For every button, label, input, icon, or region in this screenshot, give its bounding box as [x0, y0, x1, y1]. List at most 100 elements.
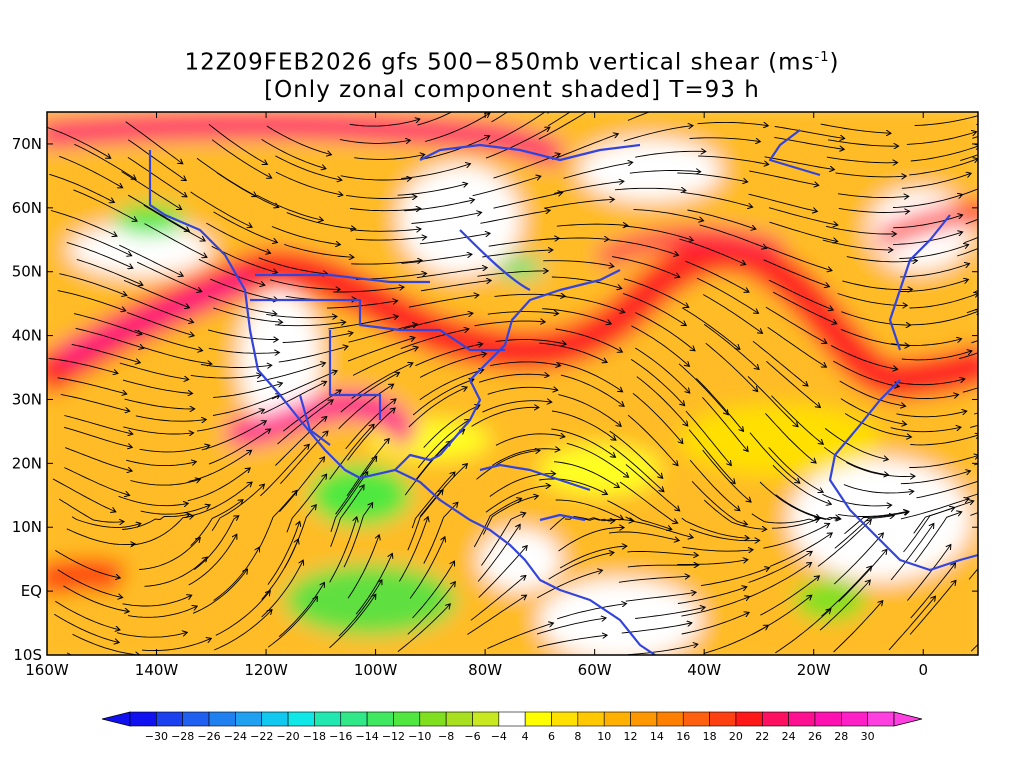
streamline — [962, 387, 978, 393]
streamline — [976, 123, 978, 126]
streamline — [536, 618, 605, 635]
streamline — [556, 224, 627, 226]
streamline — [127, 139, 185, 180]
streamline — [981, 424, 1024, 449]
title-line-1-suffix: ) — [829, 49, 840, 76]
streamline — [543, 260, 613, 267]
streamline — [57, 569, 122, 598]
streamline — [703, 499, 765, 529]
streamline — [697, 121, 768, 125]
streamline — [208, 347, 279, 353]
streamline — [55, 600, 119, 629]
streamline — [480, 211, 549, 224]
colorbar-label: 26 — [808, 730, 822, 743]
streamline — [64, 415, 132, 434]
streamline — [765, 413, 815, 462]
lat-tick-label: 10S — [13, 646, 42, 664]
streamline — [347, 338, 414, 362]
colorbar-label: −24 — [224, 730, 247, 743]
streamline — [261, 139, 325, 168]
streamline — [207, 329, 277, 340]
streamline — [408, 295, 478, 308]
streamline — [911, 311, 978, 326]
streamline — [909, 456, 978, 468]
streamline — [59, 155, 122, 187]
streamline — [566, 442, 628, 476]
lat-tick-label: 50N — [12, 263, 42, 281]
streamline — [538, 238, 608, 240]
streamline — [772, 291, 836, 323]
streamline — [409, 538, 444, 599]
streamline — [689, 137, 760, 142]
streamline — [625, 592, 695, 602]
streamline — [411, 213, 481, 224]
streamline — [190, 191, 252, 227]
streamline — [119, 244, 182, 276]
streamline — [679, 238, 745, 264]
streamline — [907, 545, 950, 601]
streamline — [890, 427, 960, 433]
streamline — [981, 348, 1024, 378]
streamline — [47, 126, 110, 157]
streamline — [275, 155, 341, 180]
streamline — [681, 517, 748, 538]
streamline — [560, 374, 623, 406]
streamline — [73, 189, 137, 221]
streamline — [835, 172, 906, 177]
streamline — [258, 257, 327, 274]
streamline — [137, 261, 201, 291]
streamline — [116, 633, 186, 638]
streamline — [284, 243, 353, 257]
streamline — [968, 567, 978, 580]
streamline — [198, 258, 264, 285]
streamline — [467, 596, 525, 635]
colorbar-swatch — [182, 711, 210, 727]
streamline — [256, 363, 325, 383]
streamline — [760, 577, 818, 616]
streamline — [258, 491, 297, 550]
streamline — [349, 119, 419, 127]
colorbar-label: −18 — [303, 730, 326, 743]
streamline — [556, 295, 624, 312]
streamline — [536, 571, 601, 599]
wind-shear-streamlines — [47, 112, 1024, 655]
streamline — [751, 513, 819, 524]
streamline — [833, 602, 883, 653]
streamline — [485, 486, 550, 513]
streamline — [210, 278, 277, 300]
streamline — [685, 410, 731, 465]
streamline — [973, 463, 978, 466]
streamline — [343, 504, 372, 568]
streamline — [688, 429, 734, 483]
streamline — [627, 644, 697, 655]
streamline — [71, 516, 140, 528]
streamline — [830, 345, 897, 370]
streamline — [614, 188, 685, 190]
streamline — [407, 583, 455, 635]
streamline — [822, 239, 892, 250]
colorbar-arrow-right — [893, 711, 923, 727]
streamline — [485, 128, 549, 159]
streamline — [275, 171, 342, 195]
streamline — [900, 499, 968, 520]
streamline — [351, 363, 412, 399]
streamline — [130, 479, 199, 486]
streamline — [971, 340, 978, 344]
streamline — [958, 352, 978, 360]
streamline — [747, 376, 797, 426]
streamline — [752, 340, 807, 385]
streamline — [481, 513, 524, 566]
lon-tick-label: 100W — [354, 661, 398, 679]
streamline — [553, 461, 619, 487]
streamline — [846, 462, 914, 477]
streamline — [329, 425, 374, 480]
streamline — [759, 481, 819, 518]
coastlines — [148, 129, 978, 655]
streamline — [625, 464, 679, 511]
streamline — [687, 209, 755, 229]
streamline — [346, 195, 416, 198]
streamline — [349, 208, 420, 210]
streamline — [278, 583, 324, 637]
lon-tick-label: 160W — [25, 661, 69, 679]
streamline — [551, 276, 621, 288]
